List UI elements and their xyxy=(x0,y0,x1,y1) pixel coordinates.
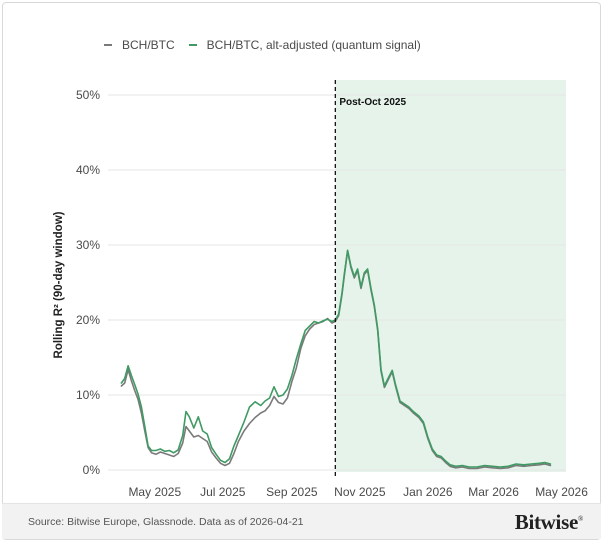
brand-mark: ® xyxy=(577,515,583,523)
legend-swatch-bch-btc xyxy=(104,44,112,46)
x-tick-label: Jul 2025 xyxy=(200,485,246,499)
legend-label-alt-adjusted: BCH/BTC, alt-adjusted (quantum signal) xyxy=(206,38,421,52)
legend-item-bch-btc: BCH/BTC xyxy=(104,38,175,52)
x-tick-label: May 2026 xyxy=(535,485,588,499)
y-axis-label: Rolling R² (90-day window) xyxy=(53,211,65,358)
y-tick-label: 0% xyxy=(83,463,101,477)
x-tick-label: Jan 2026 xyxy=(403,485,453,499)
y-tick-label: 30% xyxy=(76,238,100,252)
series-line-alt-adjusted xyxy=(120,249,552,468)
y-tick-label: 20% xyxy=(76,313,100,327)
y-tick-label: 40% xyxy=(76,163,100,177)
x-tick-label: Sep 2025 xyxy=(266,485,318,499)
brand-name: Bitwise xyxy=(514,510,579,534)
y-tick-label: 50% xyxy=(76,88,100,102)
post-oct-shaded-region xyxy=(335,80,566,472)
post-oct-annotation-label: Post-Oct 2025 xyxy=(339,97,406,108)
legend-item-alt-adjusted: BCH/BTC, alt-adjusted (quantum signal) xyxy=(188,38,421,52)
x-tick-label: Mar 2026 xyxy=(468,485,519,499)
brand-logo: Bitwise® xyxy=(514,510,584,535)
x-tick-label: May 2025 xyxy=(128,485,181,499)
legend-swatch-alt-adjusted xyxy=(188,44,197,46)
legend-label-bch-btc: BCH/BTC xyxy=(122,38,175,52)
y-tick-label: 10% xyxy=(76,388,100,402)
x-tick-label: Nov 2025 xyxy=(334,485,386,499)
chart-footer: Source: Bitwise Europe, Glassnode. Data … xyxy=(2,503,601,539)
source-note: Source: Bitwise Europe, Glassnode. Data … xyxy=(28,516,304,528)
chart-legend: BCH/BTC BCH/BTC, alt-adjusted (quantum s… xyxy=(104,36,435,54)
